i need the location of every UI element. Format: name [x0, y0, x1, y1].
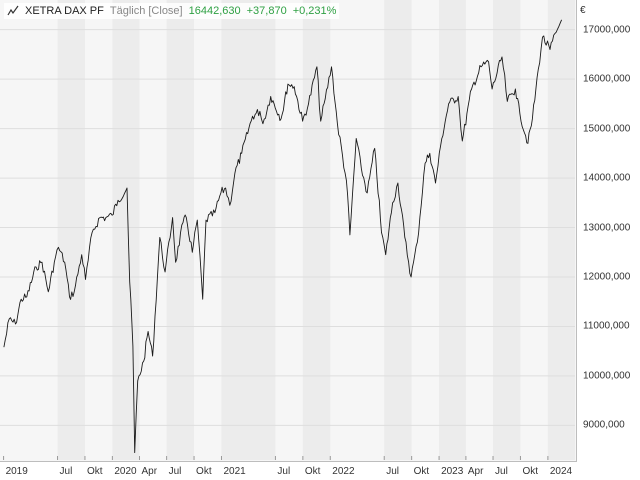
x-tick-label: Jul — [168, 466, 182, 477]
quarter-band — [302, 0, 331, 460]
price-change-percent: +0,231% — [292, 5, 337, 17]
currency-label: € — [580, 5, 586, 16]
y-tick-label: 13000,000 — [583, 222, 631, 234]
y-tick-label: 10000,000 — [583, 370, 631, 382]
quarter-band — [57, 0, 85, 460]
x-tick-label: Apr — [141, 466, 158, 477]
quarter-bands — [57, 0, 575, 460]
quarter-band — [439, 0, 466, 460]
price-line — [3, 19, 563, 454]
quarter-band — [384, 0, 412, 460]
quarter-band — [112, 0, 140, 460]
x-tick-label: 2023 — [441, 466, 464, 477]
quarter-band — [547, 0, 575, 460]
price-chart[interactable] — [0, 0, 577, 462]
x-tick-label: Okt — [86, 466, 103, 477]
y-tick-label: 16000,000 — [583, 73, 631, 85]
last-price: 16442,630 — [188, 5, 241, 17]
chart-plot-area[interactable] — [0, 0, 577, 462]
x-tick-label: Jul — [59, 466, 73, 477]
chart-header: XETRA DAX PF Täglich [Close] 16442,630 +… — [4, 3, 340, 19]
x-tick-label: 2019 — [5, 466, 28, 477]
y-tick-label: 9000,000 — [583, 419, 625, 431]
interval-label[interactable]: Täglich [Close] — [109, 5, 183, 17]
x-tick-label: Jul — [277, 466, 291, 477]
chart-grid — [0, 29, 575, 460]
x-tick-label: Apr — [467, 466, 484, 477]
y-tick-label: 17000,000 — [583, 24, 631, 36]
quarter-band — [221, 0, 276, 460]
x-tick-label: Okt — [196, 466, 212, 477]
x-tick-label: 2020 — [114, 466, 137, 477]
price-series — [3, 19, 563, 454]
x-tick-label: Okt — [413, 466, 430, 477]
y-tick-label: 15000,000 — [583, 123, 631, 135]
x-tick-label: Jul — [495, 466, 508, 477]
x-tick-label: 2022 — [332, 466, 355, 477]
line-chart-icon[interactable] — [7, 5, 19, 17]
y-tick-label: 12000,000 — [583, 271, 631, 283]
instrument-name[interactable]: XETRA DAX PF — [25, 5, 104, 17]
x-tick-label: Jul — [386, 466, 400, 477]
x-tick-label: Okt — [304, 466, 321, 477]
x-tick-label: 2021 — [223, 466, 246, 477]
x-tick-label: Okt — [522, 466, 538, 477]
price-change: +37,870 — [246, 5, 287, 17]
quarter-band — [493, 0, 521, 460]
y-tick-label: 11000,000 — [583, 320, 630, 332]
y-tick-label: 14000,000 — [583, 172, 631, 184]
x-tick-label: 2024 — [549, 466, 573, 477]
